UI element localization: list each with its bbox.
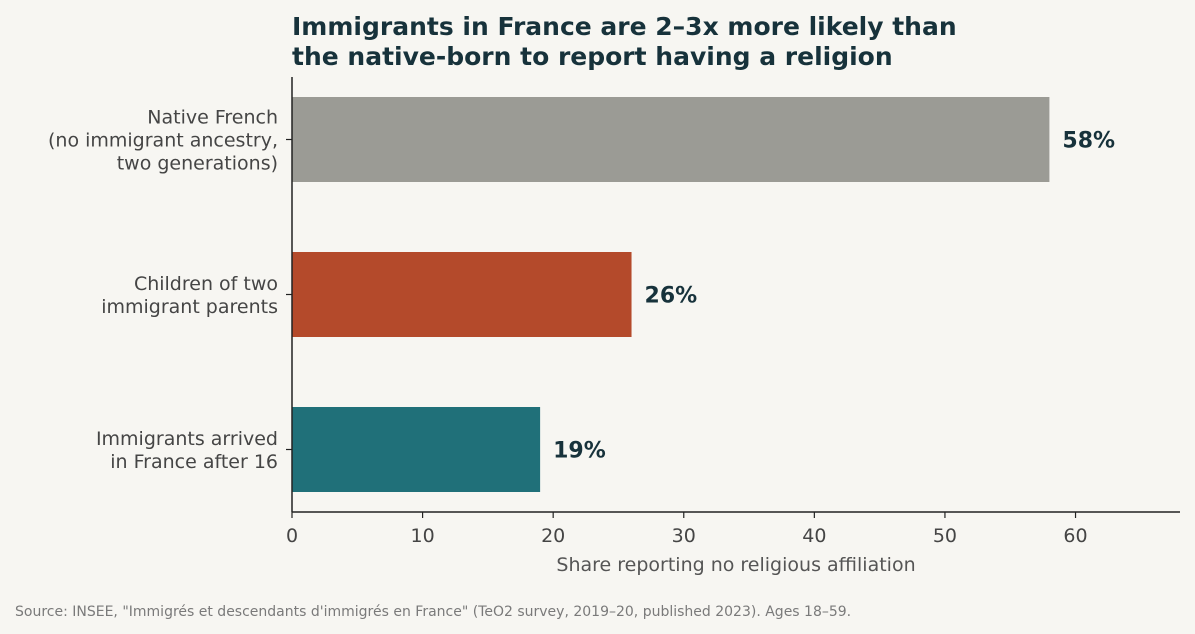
x-tick-label-6: 60	[1063, 525, 1087, 547]
category-label-line: Native French	[147, 107, 278, 129]
value-label-0: 58%	[1062, 129, 1115, 154]
category-label-line: Immigrants arrived	[96, 428, 278, 450]
value-label-2: 19%	[553, 439, 606, 464]
x-tick-label-1: 10	[410, 525, 434, 547]
source-note: Source: INSEE, "Immigrés et descendants …	[15, 604, 851, 620]
x-tick-label-4: 40	[802, 525, 826, 547]
bar-1	[292, 252, 632, 337]
x-tick-label-0: 0	[286, 525, 298, 547]
category-label-2: Immigrants arrived in France after 16	[96, 428, 278, 473]
category-label-line: two generations)	[117, 153, 278, 175]
x-tick-label-3: 30	[672, 525, 696, 547]
category-label-line: in France after 16	[110, 451, 278, 473]
chart-title-line-1: Immigrants in France are 2–3x more likel…	[292, 12, 957, 41]
chart-title-line-2: the native-born to report having a relig…	[292, 42, 893, 71]
category-labels-layer: Native French (no immigrant ancestry, two …	[48, 107, 278, 474]
x-tick-label-2: 20	[541, 525, 565, 547]
category-label-1: Children of two immigrant parents	[101, 273, 278, 318]
x-axis-label: Share reporting no religious affiliation	[556, 554, 915, 576]
bars-layer: 58% 26% 19%	[292, 97, 1115, 492]
bar-2	[292, 407, 541, 492]
category-label-line: Children of two	[134, 273, 278, 295]
x-tick-label-5: 50	[933, 525, 957, 547]
category-label-0: Native French (no immigrant ancestry, two …	[48, 107, 278, 175]
category-label-line: (no immigrant ancestry,	[48, 130, 278, 152]
value-label-1: 26%	[645, 284, 698, 309]
category-label-line: immigrant parents	[101, 296, 278, 318]
bar-0	[292, 97, 1050, 182]
axes-layer: 0 10 20 30 40 50 60	[286, 77, 1180, 547]
